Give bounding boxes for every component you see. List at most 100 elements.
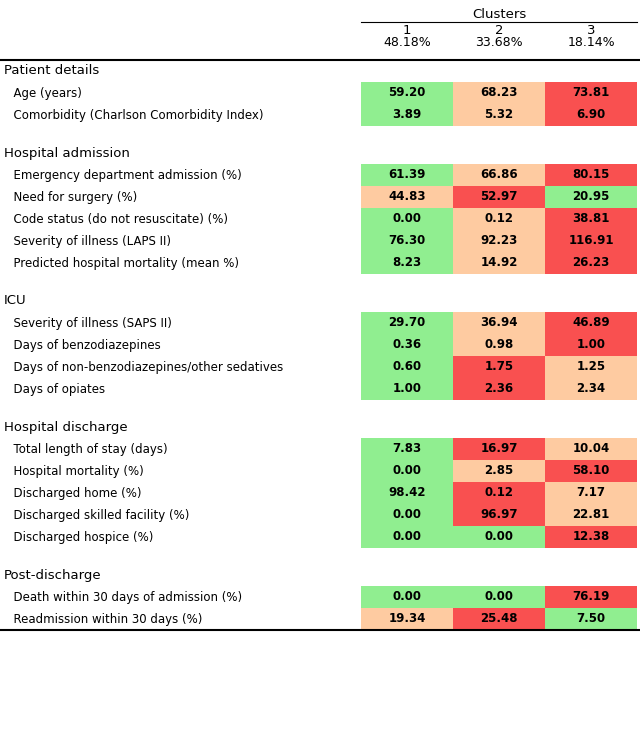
Bar bbox=[361, 482, 453, 504]
Text: 3.89: 3.89 bbox=[392, 108, 422, 122]
Text: 0.60: 0.60 bbox=[392, 360, 422, 373]
Bar bbox=[453, 104, 545, 126]
Text: Post-discharge: Post-discharge bbox=[4, 568, 102, 582]
Bar bbox=[545, 252, 637, 274]
Bar bbox=[453, 608, 545, 630]
Text: 2.85: 2.85 bbox=[484, 464, 514, 477]
Bar bbox=[453, 334, 545, 356]
Text: 92.23: 92.23 bbox=[481, 235, 518, 247]
Text: Discharged home (%): Discharged home (%) bbox=[6, 486, 141, 500]
Text: Age (years): Age (years) bbox=[6, 86, 82, 100]
Text: 7.50: 7.50 bbox=[577, 613, 605, 626]
Text: 0.12: 0.12 bbox=[484, 486, 513, 500]
Text: 76.30: 76.30 bbox=[388, 235, 426, 247]
Text: 66.86: 66.86 bbox=[480, 168, 518, 182]
Text: 0.00: 0.00 bbox=[484, 531, 513, 543]
Text: 5.32: 5.32 bbox=[484, 108, 513, 122]
Text: Death within 30 days of admission (%): Death within 30 days of admission (%) bbox=[6, 590, 242, 604]
Text: 36.94: 36.94 bbox=[480, 317, 518, 329]
Text: 48.18%: 48.18% bbox=[383, 36, 431, 49]
Text: Discharged hospice (%): Discharged hospice (%) bbox=[6, 531, 154, 543]
Text: 0.00: 0.00 bbox=[484, 590, 513, 604]
Bar bbox=[545, 482, 637, 504]
Text: Comorbidity (Charlson Comorbidity Index): Comorbidity (Charlson Comorbidity Index) bbox=[6, 108, 264, 122]
Bar bbox=[453, 164, 545, 186]
Bar bbox=[361, 230, 453, 252]
Bar bbox=[361, 378, 453, 400]
Text: 0.98: 0.98 bbox=[484, 339, 514, 351]
Text: 73.81: 73.81 bbox=[572, 86, 610, 100]
Text: 12.38: 12.38 bbox=[572, 531, 610, 543]
Text: 7.17: 7.17 bbox=[577, 486, 605, 500]
Bar bbox=[453, 504, 545, 526]
Text: 26.23: 26.23 bbox=[572, 257, 610, 269]
Text: 20.95: 20.95 bbox=[572, 190, 610, 204]
Bar bbox=[545, 164, 637, 186]
Text: 61.39: 61.39 bbox=[388, 168, 426, 182]
Bar bbox=[545, 356, 637, 378]
Text: Hospital mortality (%): Hospital mortality (%) bbox=[6, 464, 144, 477]
Text: 18.14%: 18.14% bbox=[567, 36, 615, 49]
Bar bbox=[361, 312, 453, 334]
Bar bbox=[453, 460, 545, 482]
Text: 3: 3 bbox=[587, 24, 595, 38]
Bar bbox=[545, 230, 637, 252]
Text: Days of opiates: Days of opiates bbox=[6, 382, 105, 396]
Bar bbox=[361, 82, 453, 104]
Text: 19.34: 19.34 bbox=[388, 613, 426, 626]
Text: Days of benzodiazepines: Days of benzodiazepines bbox=[6, 339, 161, 351]
Bar bbox=[361, 526, 453, 548]
Text: 98.42: 98.42 bbox=[388, 486, 426, 500]
Text: 0.00: 0.00 bbox=[392, 464, 422, 477]
Text: 0.00: 0.00 bbox=[392, 590, 422, 604]
Text: 59.20: 59.20 bbox=[388, 86, 426, 100]
Text: 8.23: 8.23 bbox=[392, 257, 422, 269]
Bar bbox=[361, 164, 453, 186]
Bar bbox=[453, 356, 545, 378]
Bar bbox=[545, 504, 637, 526]
Bar bbox=[453, 526, 545, 548]
Text: 7.83: 7.83 bbox=[392, 443, 422, 455]
Text: 1.25: 1.25 bbox=[577, 360, 605, 373]
Text: 1.00: 1.00 bbox=[392, 382, 422, 396]
Bar bbox=[453, 378, 545, 400]
Text: Days of non-benzodiazepines/other sedatives: Days of non-benzodiazepines/other sedati… bbox=[6, 360, 284, 373]
Text: Total length of stay (days): Total length of stay (days) bbox=[6, 443, 168, 455]
Bar bbox=[545, 438, 637, 460]
Bar bbox=[545, 82, 637, 104]
Text: Clusters: Clusters bbox=[472, 7, 526, 21]
Bar bbox=[453, 208, 545, 230]
Bar bbox=[545, 460, 637, 482]
Bar bbox=[545, 186, 637, 208]
Text: 2.36: 2.36 bbox=[484, 382, 513, 396]
Text: 68.23: 68.23 bbox=[480, 86, 518, 100]
Bar bbox=[361, 608, 453, 630]
Bar bbox=[453, 186, 545, 208]
Text: Discharged skilled facility (%): Discharged skilled facility (%) bbox=[6, 508, 189, 522]
Bar bbox=[361, 208, 453, 230]
Text: 58.10: 58.10 bbox=[572, 464, 610, 477]
Text: Predicted hospital mortality (mean %): Predicted hospital mortality (mean %) bbox=[6, 257, 239, 269]
Bar bbox=[453, 312, 545, 334]
Text: 0.00: 0.00 bbox=[392, 531, 422, 543]
Text: 0.00: 0.00 bbox=[392, 213, 422, 226]
Text: Patient details: Patient details bbox=[4, 64, 99, 77]
Text: 2: 2 bbox=[495, 24, 503, 38]
Text: 0.36: 0.36 bbox=[392, 339, 422, 351]
Text: 116.91: 116.91 bbox=[568, 235, 614, 247]
Text: 44.83: 44.83 bbox=[388, 190, 426, 204]
Text: ICU: ICU bbox=[4, 294, 27, 308]
Text: Readmission within 30 days (%): Readmission within 30 days (%) bbox=[6, 613, 202, 626]
Bar bbox=[361, 586, 453, 608]
Text: 96.97: 96.97 bbox=[480, 508, 518, 522]
Text: 0.00: 0.00 bbox=[392, 508, 422, 522]
Text: Need for surgery (%): Need for surgery (%) bbox=[6, 190, 137, 204]
Bar bbox=[453, 230, 545, 252]
Text: 1: 1 bbox=[403, 24, 412, 38]
Bar bbox=[361, 460, 453, 482]
Bar bbox=[453, 82, 545, 104]
Text: Hospital admission: Hospital admission bbox=[4, 147, 130, 159]
Bar bbox=[453, 252, 545, 274]
Bar bbox=[361, 186, 453, 208]
Bar bbox=[545, 208, 637, 230]
